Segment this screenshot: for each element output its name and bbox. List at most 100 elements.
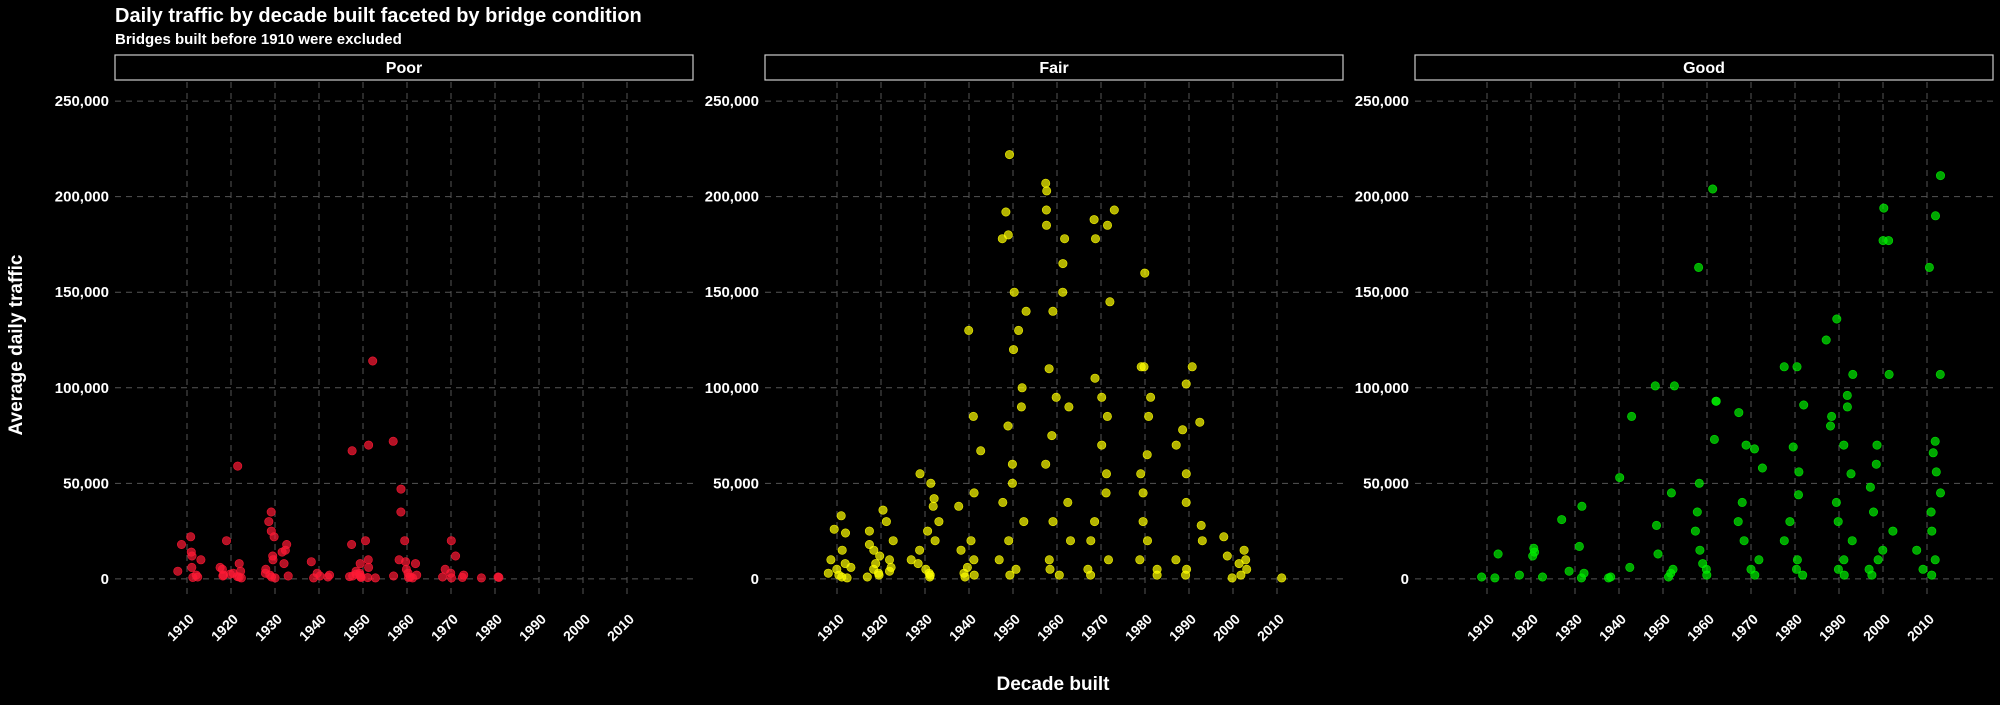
data-point — [233, 572, 243, 582]
data-point — [1242, 564, 1252, 574]
data-point — [1097, 440, 1107, 450]
data-point — [836, 511, 846, 521]
data-point — [401, 557, 411, 567]
data-point — [881, 517, 891, 527]
data-point — [1739, 536, 1749, 546]
data-point — [1003, 421, 1013, 431]
data-point — [494, 572, 504, 582]
data-point — [1103, 220, 1113, 230]
data-point — [864, 526, 874, 536]
data-point — [457, 572, 467, 582]
data-point — [1528, 551, 1538, 561]
data-point — [1143, 536, 1153, 546]
data-point — [388, 436, 398, 446]
data-point — [1847, 536, 1857, 546]
x-tick-label: 1950 — [990, 611, 1023, 644]
x-tick-label: 1920 — [208, 611, 241, 644]
data-point — [934, 517, 944, 527]
data-point — [1089, 215, 1099, 225]
data-point — [1234, 559, 1244, 569]
data-point — [846, 562, 856, 572]
data-point — [1171, 440, 1181, 450]
data-point — [1097, 392, 1107, 402]
data-point — [1927, 570, 1937, 580]
x-tick-label: 2000 — [1860, 611, 1893, 644]
data-point — [1138, 517, 1148, 527]
y-tick-label: 100,000 — [55, 380, 109, 397]
y-axis-title: Average daily traffic — [6, 254, 27, 435]
data-point — [926, 478, 936, 488]
data-point — [1008, 345, 1018, 355]
data-point — [1514, 570, 1524, 580]
data-point — [1138, 488, 1148, 498]
data-point — [222, 536, 232, 546]
y-tick-label: 0 — [1401, 571, 1409, 588]
data-point — [323, 572, 333, 582]
data-point — [1839, 570, 1849, 580]
x-tick-label: 1970 — [1728, 611, 1761, 644]
data-point — [969, 555, 979, 565]
data-point — [1737, 497, 1747, 507]
data-point — [954, 501, 964, 511]
data-point — [279, 559, 289, 569]
data-point — [930, 536, 940, 546]
data-point — [347, 446, 357, 456]
data-point — [315, 571, 325, 581]
data-point — [1625, 562, 1635, 572]
data-point — [1048, 517, 1058, 527]
data-point — [1750, 444, 1760, 454]
data-point — [976, 446, 986, 456]
data-point — [1086, 536, 1096, 546]
data-point — [960, 572, 970, 582]
data-point — [364, 562, 374, 572]
data-point — [266, 507, 276, 517]
data-point — [396, 484, 406, 494]
data-point — [1227, 573, 1237, 583]
data-point — [1928, 448, 1938, 458]
x-tick-label: 1910 — [1464, 611, 1497, 644]
data-point — [1832, 314, 1842, 324]
data-point — [1051, 392, 1061, 402]
data-point — [1140, 268, 1150, 278]
data-point — [364, 440, 374, 450]
x-tick-label: 1930 — [1552, 611, 1585, 644]
data-point — [928, 501, 938, 511]
data-point — [1927, 526, 1937, 536]
data-point — [956, 545, 966, 555]
data-point — [1792, 362, 1802, 372]
data-point — [1711, 396, 1721, 406]
y-tick-label: 250,000 — [1355, 93, 1409, 110]
data-point — [869, 545, 879, 555]
y-tick-label: 150,000 — [705, 284, 759, 301]
data-point — [968, 411, 978, 421]
data-point — [1044, 555, 1054, 565]
x-tick-label: 1920 — [858, 611, 891, 644]
data-point — [1005, 570, 1015, 580]
y-tick-label: 150,000 — [55, 284, 109, 301]
y-tick-label: 250,000 — [705, 93, 759, 110]
data-point — [1042, 220, 1052, 230]
data-point — [1181, 379, 1191, 389]
data-point — [1102, 469, 1112, 479]
chart-title: Daily traffic by decade built faceted by… — [115, 5, 642, 27]
data-point — [1007, 459, 1017, 469]
x-tick-label: 1970 — [428, 611, 461, 644]
x-axis-title: Decade built — [997, 674, 1111, 695]
data-point — [1931, 467, 1941, 477]
data-point — [1888, 526, 1898, 536]
x-tick-label: 1930 — [252, 611, 285, 644]
data-point — [1538, 572, 1548, 582]
data-point — [1871, 459, 1881, 469]
data-point — [1627, 411, 1637, 421]
data-point — [451, 551, 461, 561]
y-tick-label: 200,000 — [1355, 189, 1409, 206]
x-tick-label: 1940 — [1596, 611, 1629, 644]
data-point — [1848, 369, 1858, 379]
data-point — [1827, 411, 1837, 421]
chart-subtitle: Bridges built before 1910 were excluded — [115, 31, 402, 48]
data-point — [1054, 570, 1064, 580]
data-point — [1090, 373, 1100, 383]
data-point — [1187, 362, 1197, 372]
data-point — [347, 539, 357, 549]
